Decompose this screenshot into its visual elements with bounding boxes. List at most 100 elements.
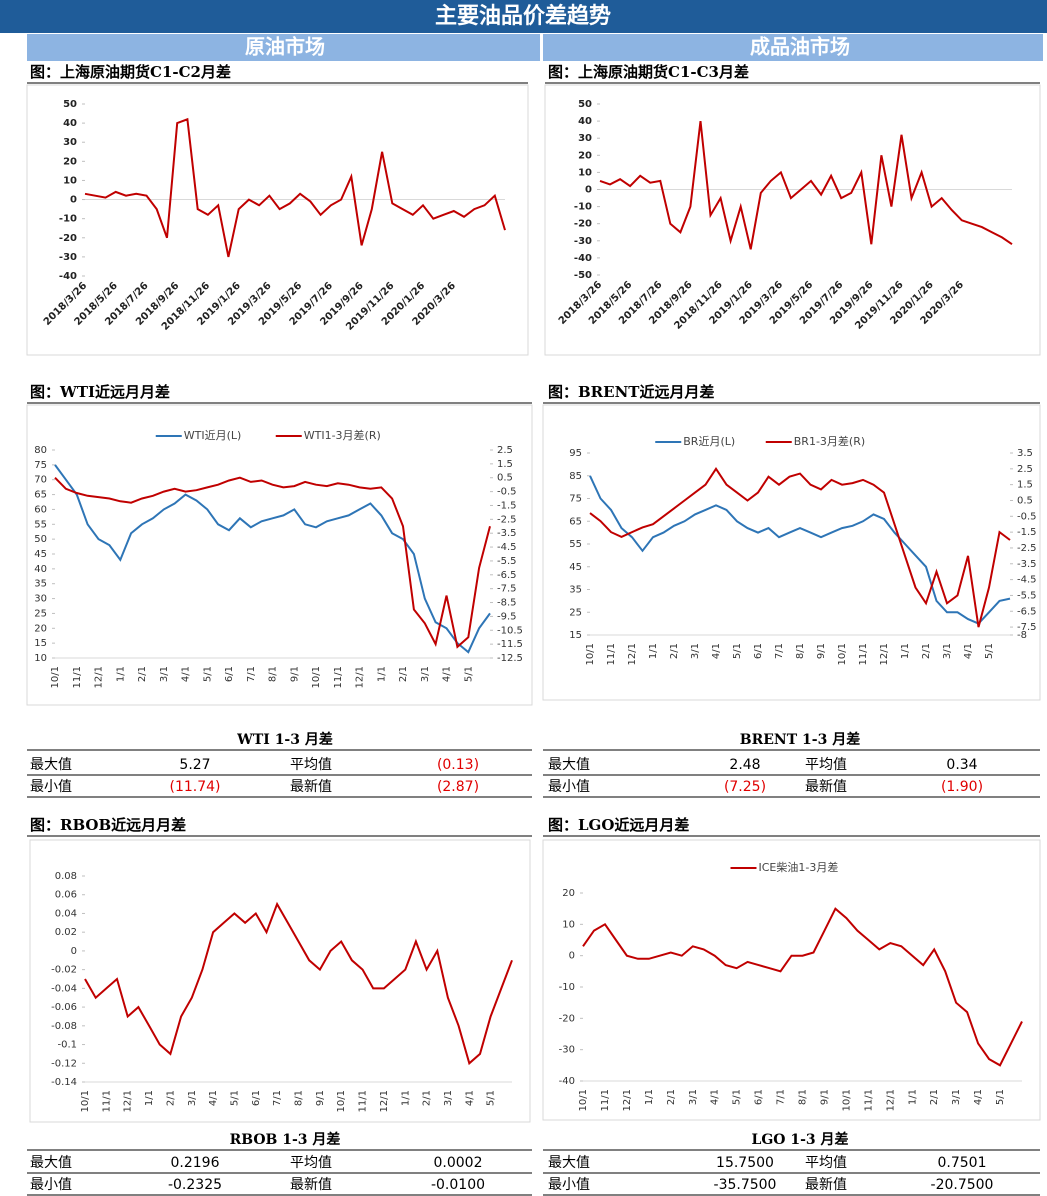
y2-tick-label: -4.5 [497, 542, 517, 553]
y2-tick-label: 1.5 [1017, 480, 1033, 491]
table-label: 最新值 [805, 1177, 847, 1193]
y-tick-label: 75 [569, 494, 582, 505]
table-label: 最小值 [548, 1177, 590, 1193]
x-tick-label: 5/1 [732, 1089, 743, 1105]
table-title: RBOB 1-3 月差 [230, 1131, 341, 1148]
table-label: 平均值 [290, 1155, 332, 1171]
table-value: (1.90) [941, 779, 983, 795]
x-tick-label: 3/1 [187, 1090, 198, 1106]
y2-tick-label: -12.5 [497, 653, 523, 664]
y2-tick-label: -1.5 [1017, 527, 1037, 538]
table-title: LGO 1-3 月差 [751, 1131, 848, 1148]
y2-tick-label: -6.5 [497, 570, 517, 581]
x-tick-label: 12/1 [627, 643, 638, 665]
y-tick-label: 10 [578, 167, 592, 178]
y2-tick-label: -3.5 [1017, 559, 1037, 570]
y2-tick-label: 3.5 [1017, 448, 1033, 459]
y2-tick-label: -0.5 [1017, 511, 1037, 522]
y-tick-label: 15 [34, 638, 47, 649]
table-value: (11.74) [169, 779, 220, 795]
y2-tick-label: -7.5 [1017, 622, 1037, 633]
table-value: -0.2325 [168, 1177, 222, 1193]
x-tick-label: 12/1 [622, 1089, 633, 1111]
y-tick-label: -20 [59, 233, 77, 244]
x-tick-label: 4/1 [710, 1089, 721, 1105]
y-tick-label: 10 [562, 919, 575, 930]
x-tick-label: 2/1 [422, 1090, 433, 1106]
y-tick-label: -30 [574, 236, 592, 247]
y-tick-label: 35 [34, 579, 47, 590]
y-tick-label: -40 [559, 1076, 575, 1087]
y2-tick-label: 2.5 [1017, 464, 1033, 475]
table-value: 0.34 [946, 757, 977, 773]
y-tick-label: 25 [569, 607, 582, 618]
x-tick-label: 5/1 [995, 1089, 1006, 1105]
y-tick-label: 0.08 [55, 871, 77, 882]
y-tick-label: -10 [574, 202, 592, 213]
y-tick-label: 20 [63, 156, 77, 167]
x-tick-label: 2/1 [666, 1089, 677, 1105]
table-value: 0.0002 [434, 1155, 483, 1171]
table-label: 最小值 [30, 779, 72, 795]
y2-tick-label: 0.5 [1017, 495, 1033, 506]
x-tick-label: 12/1 [355, 666, 366, 688]
table-title: WTI 1-3 月差 [236, 731, 333, 748]
y-tick-label: 15 [569, 630, 582, 641]
table-label: 最新值 [290, 779, 332, 795]
x-tick-label: 7/1 [272, 1090, 283, 1106]
x-tick-label: 7/1 [774, 643, 785, 659]
y-tick-label: -40 [59, 271, 77, 282]
subheader-left-text: 原油市场 [245, 35, 325, 59]
y-tick-label: 20 [578, 150, 592, 161]
y-tick-label: 80 [34, 445, 47, 456]
x-tick-label: 4/1 [464, 1090, 475, 1106]
x-tick-label: 12/1 [379, 1090, 390, 1112]
y-tick-label: -20 [559, 1013, 575, 1024]
x-tick-label: 1/1 [376, 666, 387, 682]
x-tick-label: 10/1 [80, 1090, 91, 1112]
x-tick-label: 1/1 [900, 643, 911, 659]
y2-tick-label: -2.5 [1017, 543, 1037, 554]
y2-tick-label: -5.5 [497, 556, 517, 567]
table-label: 最大值 [548, 757, 590, 773]
x-tick-label: 5/1 [984, 643, 995, 659]
x-tick-label: 5/1 [463, 666, 474, 682]
x-tick-label: 11/1 [863, 1089, 874, 1111]
x-tick-label: 10/1 [50, 666, 61, 688]
y-tick-label: -0.12 [51, 1058, 77, 1069]
x-tick-label: 6/1 [754, 1089, 765, 1105]
table-label: 最大值 [30, 757, 72, 773]
y-tick-label: 40 [34, 564, 47, 575]
table-value: -20.7500 [931, 1177, 994, 1193]
x-tick-label: 12/1 [879, 643, 890, 665]
y-tick-label: -0.1 [57, 1040, 77, 1051]
x-tick-label: 9/1 [819, 1089, 830, 1105]
x-tick-label: 3/1 [443, 1090, 454, 1106]
x-tick-label: 2/1 [398, 666, 409, 682]
y2-tick-label: -11.5 [497, 639, 523, 650]
x-tick-label: 12/1 [123, 1090, 134, 1112]
x-tick-label: 4/1 [973, 1089, 984, 1105]
x-tick-label: 8/1 [294, 1090, 305, 1106]
x-tick-label: 4/1 [963, 643, 974, 659]
chart-frame [542, 839, 1041, 1121]
chart-frame [544, 84, 1041, 356]
series-line [582, 907, 1023, 1067]
x-tick-label: 10/1 [841, 1089, 852, 1111]
x-tick-label: 2/1 [165, 1090, 176, 1106]
y-tick-label: -0.04 [51, 983, 77, 994]
x-tick-label: 8/1 [798, 1089, 809, 1105]
y-tick-label: 0.04 [55, 908, 77, 919]
y-tick-label: 65 [34, 490, 47, 501]
y-tick-label: 40 [63, 118, 77, 129]
x-tick-label: 3/1 [951, 1089, 962, 1105]
x-tick-label: 9/1 [816, 643, 827, 659]
chart-caption: 图：WTI近远月月差 [30, 383, 170, 401]
y-tick-label: -0.14 [51, 1077, 77, 1088]
chart-caption: 图：RBOB近远月月差 [30, 816, 186, 834]
y2-tick-label: 1.5 [497, 459, 513, 470]
y-tick-label: -50 [574, 270, 592, 281]
legend-label: ICE柴油1-3月差 [759, 860, 839, 874]
y-tick-label: 45 [569, 562, 582, 573]
